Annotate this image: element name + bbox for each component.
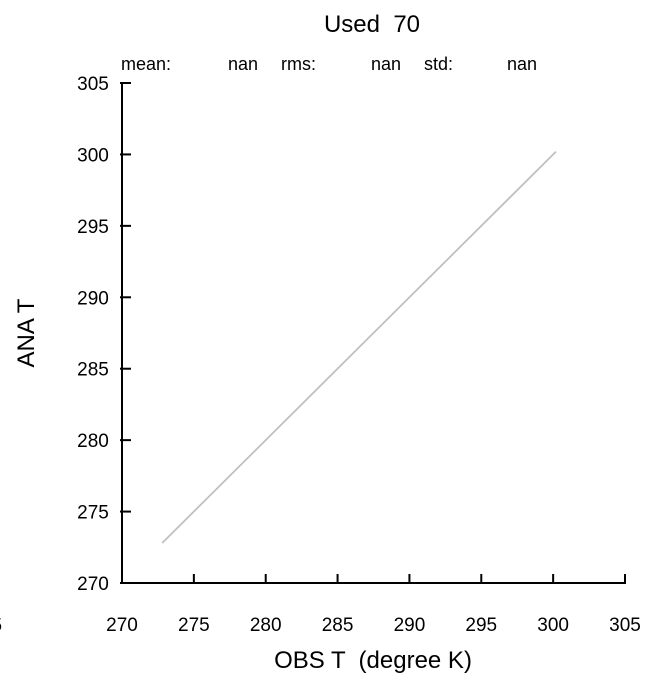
- chart-title: Used 70: [324, 11, 420, 38]
- y-tick-label: 270: [77, 574, 109, 595]
- x-tick-label: 295: [465, 615, 497, 636]
- series-line-0: [161, 150, 557, 544]
- x-tick-label: 270: [106, 615, 138, 636]
- x-tick-label: 290: [394, 615, 426, 636]
- stat-rms-label: rms:: [281, 54, 316, 74]
- x-tick-label: 300: [537, 615, 569, 636]
- y-tick-label: 295: [77, 217, 109, 238]
- y-tick-label: 300: [77, 145, 109, 166]
- stat-std-label: std:: [424, 54, 453, 74]
- y-tick-label: 275: [77, 503, 109, 524]
- x-tick-label: 280: [250, 615, 282, 636]
- stat-rms-value: nan: [371, 54, 401, 74]
- stat-mean-label: mean:: [121, 54, 171, 74]
- x-tick-label: 285: [322, 615, 354, 636]
- stats-row: mean: nan rms: nan std: nan: [121, 54, 537, 74]
- x-tick-label: 305: [609, 615, 641, 636]
- y-tick-label: 280: [77, 431, 109, 452]
- y-ticks: 270 275 280 285 290 295 300 305: [77, 74, 131, 595]
- x-axis-label: OBS T (degree K): [274, 647, 472, 674]
- y-tick-label: 285: [77, 360, 109, 381]
- series-group: [161, 150, 557, 544]
- stat-mean-value: nan: [228, 54, 258, 74]
- y-tick-label: 290: [77, 288, 109, 309]
- y-axis-label: ANA T: [13, 298, 40, 367]
- x-ticks: 270 275 280 285 290 295 300 305: [106, 574, 641, 636]
- stat-std-value: nan: [507, 54, 537, 74]
- x-tick-label: 275: [178, 615, 210, 636]
- clipped-edge-label: 5: [0, 615, 2, 635]
- y-tick-label: 305: [77, 74, 109, 95]
